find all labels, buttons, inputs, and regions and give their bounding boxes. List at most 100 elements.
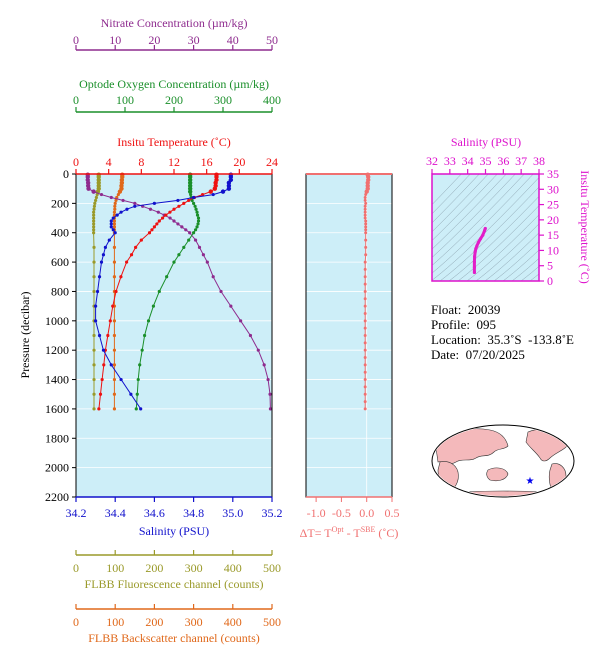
density-contour <box>432 174 498 241</box>
ts-series <box>472 226 487 275</box>
backscatter-tick-label: 100 <box>106 615 124 629</box>
salinity-point <box>129 392 133 396</box>
temperature-point <box>208 189 213 194</box>
density-contour <box>457 205 539 281</box>
oxygen-point <box>195 225 199 229</box>
density-contour <box>432 174 480 224</box>
temperature-point <box>147 231 152 235</box>
delta-t-point <box>364 189 369 194</box>
fluorescence-point <box>94 195 98 200</box>
nitrate-point <box>211 275 215 279</box>
fluorescence-point <box>92 213 96 217</box>
nitrate-point <box>193 238 198 242</box>
salinity-tick-label: 35.0 <box>222 506 243 520</box>
temperature-point <box>102 363 106 367</box>
fluorescence-tick-label: 0 <box>73 561 79 575</box>
backscatter-point <box>114 198 118 203</box>
salinity-point <box>103 245 107 250</box>
oxygen-point <box>177 253 181 257</box>
nitrate-point <box>239 319 243 323</box>
backscatter-point <box>112 225 117 229</box>
salinity-point <box>97 333 102 338</box>
salinity-tick-label: 34.4 <box>105 506 126 520</box>
pressure-tick-label: 200 <box>51 196 69 210</box>
oxygen-point <box>193 204 197 208</box>
nitrate-point <box>256 348 260 352</box>
pressure-tick-label: 600 <box>51 255 69 269</box>
nitrate-point <box>180 225 184 229</box>
temperature-point <box>100 377 104 382</box>
delta-t-point <box>364 219 368 223</box>
backscatter-tick-label: 300 <box>185 615 203 629</box>
temperature-tick-label: 20 <box>233 155 245 169</box>
temperature-point <box>150 228 154 232</box>
salinity-point <box>111 228 115 232</box>
temperature-point <box>164 213 168 217</box>
oxygen-point <box>136 377 140 382</box>
temperature-point <box>111 304 115 308</box>
delta-t-point <box>364 253 368 257</box>
ts-salinity-tick-label: 35 <box>480 154 492 168</box>
nitrate-point <box>188 231 192 235</box>
main-plot-axes: 0200400600800100012001400160018002000220… <box>45 33 283 629</box>
salinity-point <box>101 253 106 257</box>
density-contour <box>432 174 462 205</box>
backscatter-point <box>112 348 117 352</box>
temperature-tick-label: 0 <box>73 155 79 169</box>
salinity-point <box>176 198 180 203</box>
world-map-inset: ★ <box>431 424 575 498</box>
oxygen-point <box>182 245 186 250</box>
fluorescence-point <box>92 348 96 352</box>
ts-temperature-tick-label: 20 <box>547 213 559 227</box>
delta-t-point <box>363 210 367 214</box>
delta-t-series <box>363 172 371 411</box>
oxygen-point <box>195 213 200 217</box>
oxygen-point <box>196 222 200 226</box>
fluorescence-point <box>92 333 96 338</box>
ts-salinity-tick-label: 33 <box>444 154 456 168</box>
pressure-tick-label: 1200 <box>45 343 69 357</box>
ts-point <box>478 237 483 241</box>
nitrate-tick-label: 40 <box>227 33 239 47</box>
backscatter-point <box>116 192 120 197</box>
delta-t-point <box>363 204 367 208</box>
density-contour <box>475 223 539 281</box>
pressure-tick-label: 400 <box>51 226 69 240</box>
density-contour <box>529 273 539 281</box>
main-plot-series <box>85 172 273 411</box>
density-contour <box>432 174 471 215</box>
pressure-tick-label: 2200 <box>45 490 69 504</box>
backscatter-point <box>112 219 117 223</box>
fluorescence-point <box>92 260 96 264</box>
nitrate-point <box>205 260 209 264</box>
salinity-point <box>139 407 143 411</box>
nitrate-tick-label: 0 <box>73 33 79 47</box>
backscatter-point <box>112 213 117 217</box>
temperature-point <box>129 253 134 257</box>
nitrate-tick-label: 10 <box>109 33 121 47</box>
delta-t-axis-title: ΔT= TOpt - TSBE (˚C) <box>300 525 399 540</box>
delta-t-tick-label: 0.5 <box>385 506 400 520</box>
delta-t-point <box>363 392 367 396</box>
nitrate-point <box>121 198 125 203</box>
delta-t-point <box>363 334 367 337</box>
fluorescence-tick-label: 300 <box>185 561 203 575</box>
delta-t-point <box>363 356 367 360</box>
land-antarctica <box>445 490 563 496</box>
pressure-tick-label: 1400 <box>45 373 69 387</box>
nitrate-tick-label: 30 <box>188 33 200 47</box>
delta-t-point <box>363 267 367 271</box>
salinity-point <box>133 204 137 208</box>
temperature-point <box>119 275 123 279</box>
delta-t-point <box>363 260 367 264</box>
nitrate-point <box>133 201 137 205</box>
temperature-point <box>98 392 103 396</box>
salinity-point <box>113 231 117 235</box>
backscatter-point <box>112 377 117 382</box>
ts-temperature-tick-label: 0 <box>547 274 553 288</box>
delta-t-point <box>363 216 367 220</box>
oxygen-point <box>196 219 201 223</box>
fluorescence-point <box>92 363 96 367</box>
temperature-point <box>177 204 181 208</box>
ts-point <box>483 228 487 233</box>
